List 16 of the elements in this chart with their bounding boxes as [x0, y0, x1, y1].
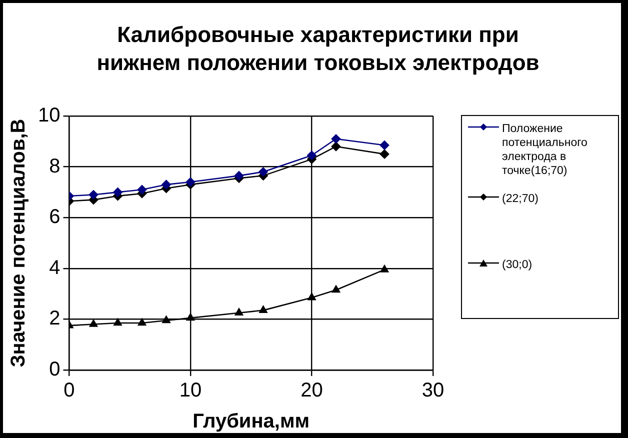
- y-tick-label: 0: [49, 358, 60, 381]
- chart-title: Калибровочные характеристики при нижнем положении токовых электродов: [96, 21, 540, 77]
- x-tick-label: 30: [422, 380, 444, 402]
- x-tick-label: 0: [64, 380, 75, 402]
- y-tick-label: 6: [49, 206, 60, 228]
- x-tick-label: 20: [300, 380, 323, 402]
- x-axis-title: Глубина,мм: [192, 410, 310, 433]
- legend-label: (30;0): [502, 258, 534, 272]
- x-tick-label: 10: [179, 380, 202, 402]
- y-tick-label: 10: [38, 104, 60, 127]
- legend-label: Положение потенциального электрода в точке(16;70): [502, 122, 588, 178]
- y-tick-label: 2: [49, 308, 60, 330]
- y-tick-label: 4: [49, 256, 60, 279]
- legend-label: (22;70): [502, 192, 540, 206]
- y-axis-title: Значение потенциалов,В: [8, 118, 30, 368]
- y-tick-label: 8: [49, 155, 60, 178]
